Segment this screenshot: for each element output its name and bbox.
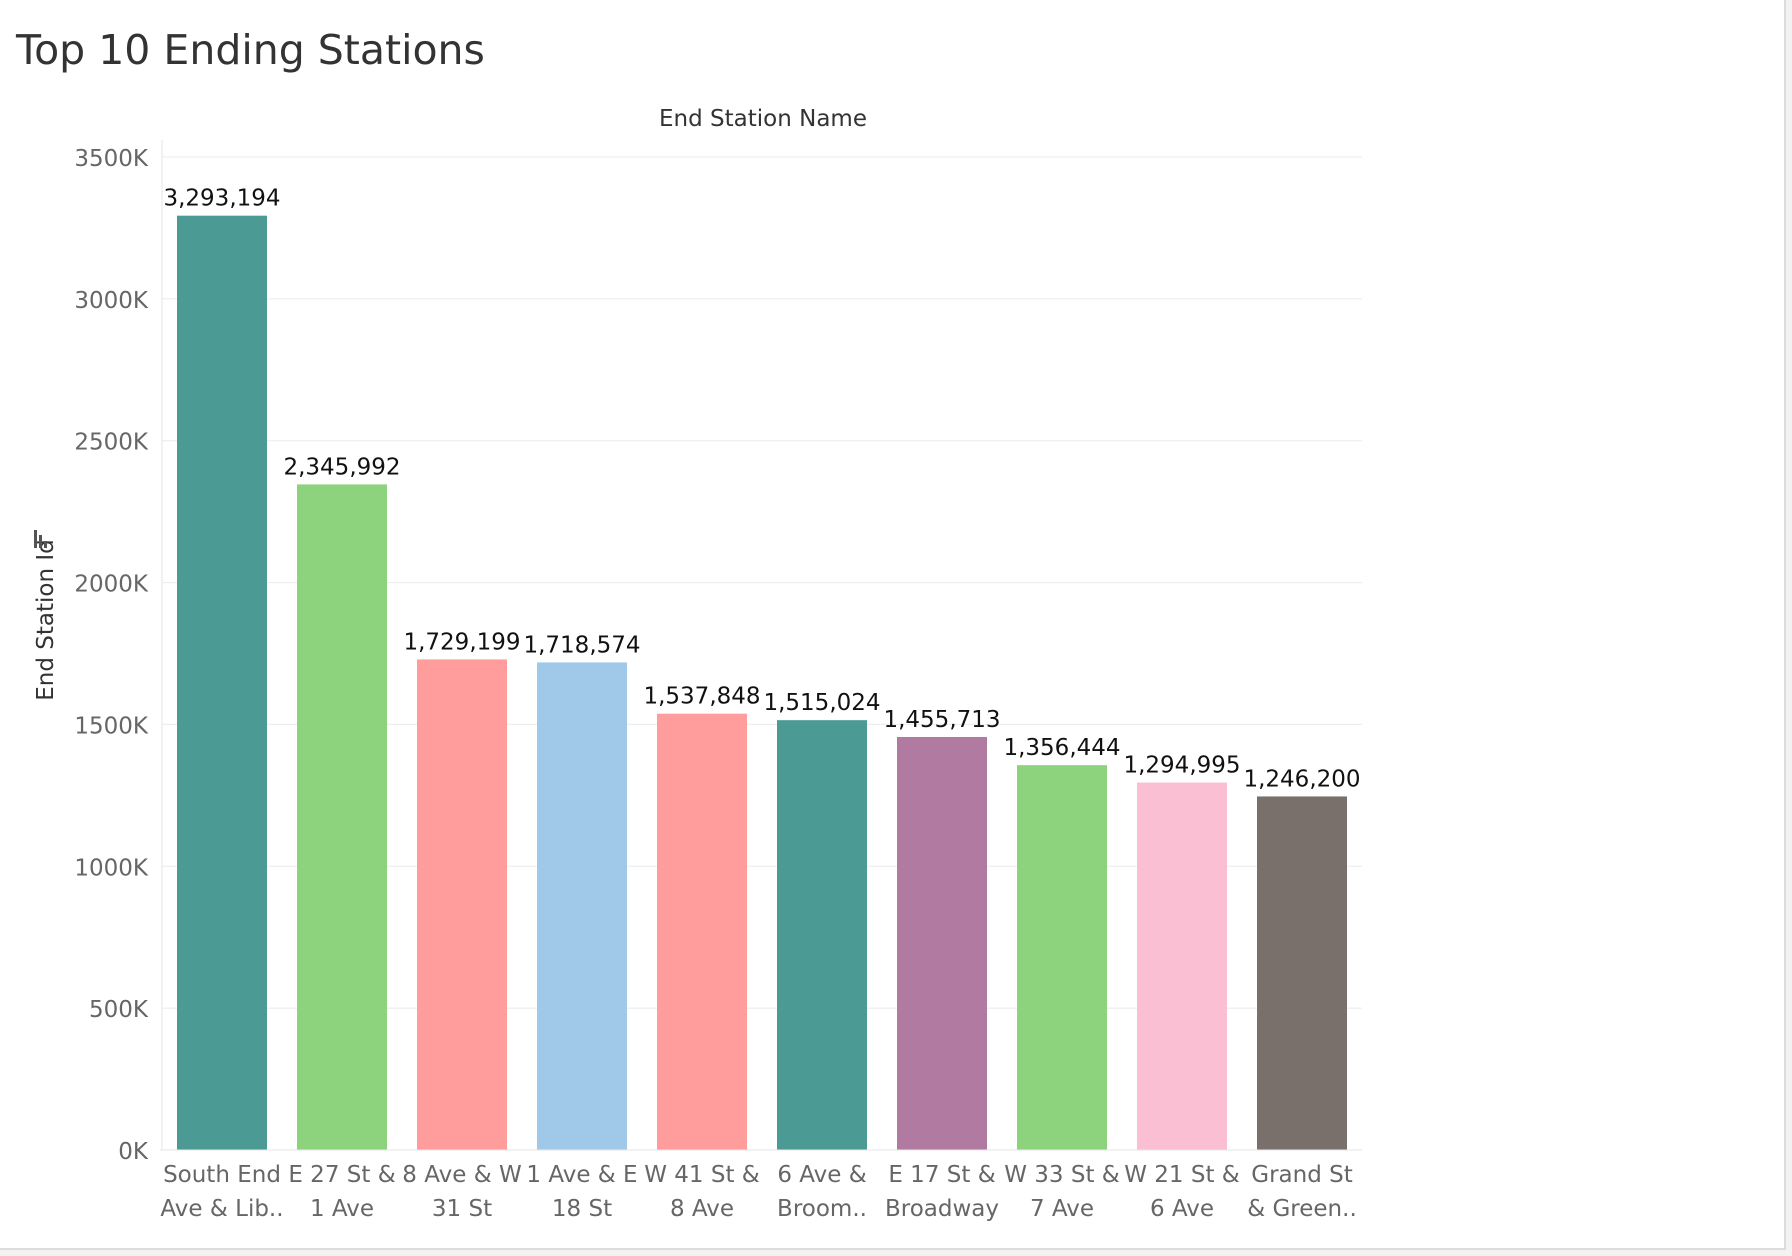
bar[interactable] [177, 215, 267, 1150]
bar-value-label: 1,537,848 [643, 684, 760, 710]
y-tick-label: 2000K [74, 572, 149, 598]
x-tick-label: W 41 St & 8 Ave [644, 1162, 760, 1222]
x-tick-label-line: E 27 St & [288, 1162, 395, 1188]
bar[interactable] [1017, 765, 1107, 1150]
bar[interactable] [777, 720, 867, 1150]
y-tick-label: 2500K [74, 430, 149, 456]
x-tick-label: E 27 St & 1 Ave [288, 1162, 395, 1222]
y-tick-label: 0K [118, 1139, 149, 1165]
bar-value-label: 2,345,992 [283, 454, 400, 480]
bar[interactable] [1137, 782, 1227, 1150]
y-tick-label: 3500K [74, 146, 149, 172]
bars [177, 215, 1347, 1150]
x-tick-label-line: & Green.. [1247, 1196, 1357, 1222]
x-tick-label-line: 31 St [432, 1196, 492, 1222]
x-tick-label-line: W 33 St & [1004, 1162, 1120, 1188]
x-tick-label-line: Grand St [1251, 1162, 1352, 1188]
x-tick-label-line: 18 St [552, 1196, 612, 1222]
bar-value-label: 1,729,199 [403, 629, 520, 655]
x-tick-label-line: 8 Ave [670, 1196, 734, 1222]
x-tick-label: W 21 St & 6 Ave [1124, 1162, 1240, 1222]
x-tick-label-line: 6 Ave & [777, 1162, 866, 1188]
x-tick-label-line: W 41 St & [644, 1162, 760, 1188]
x-tick-label: 8 Ave & W 31 St [402, 1162, 521, 1222]
bar-value-label: 1,294,995 [1123, 753, 1240, 779]
x-tick-label-line: 6 Ave [1150, 1196, 1214, 1222]
bar[interactable] [417, 659, 507, 1150]
y-axis-title: End Station Id [33, 539, 59, 700]
x-tick-label-line: 7 Ave [1030, 1196, 1094, 1222]
x-tick-label-line: Broadway [885, 1196, 999, 1222]
x-axis-title: End Station Name [659, 106, 867, 132]
bar-value-label: 1,455,713 [883, 707, 1000, 733]
bar[interactable] [1257, 796, 1347, 1150]
y-tick-label: 3000K [74, 288, 149, 314]
x-tick-label-line: W 21 St & [1124, 1162, 1240, 1188]
x-tick-label-line: South End [163, 1162, 281, 1188]
y-axis-title-group: End Station Id [33, 539, 59, 700]
value-labels: 3,293,194 2,345,992 1,729,199 1,718,5741,53… [163, 186, 1360, 793]
bar[interactable] [657, 713, 747, 1150]
x-tick-label: South End Ave & Lib.. [160, 1162, 283, 1222]
bar[interactable] [297, 484, 387, 1150]
y-axis-ticks: 0K 500K 1000K 1500K 2000K 2500K 3000K 3500K [74, 146, 149, 1165]
x-tick-label: 6 Ave & Broom.. [777, 1162, 867, 1222]
y-tick-label: 1500K [74, 713, 149, 739]
bar[interactable] [897, 736, 987, 1150]
chart-title: Top 10 Ending Stations [16, 26, 485, 74]
y-tick-label: 500K [89, 997, 149, 1023]
x-tick-label-line: Ave & Lib.. [160, 1196, 283, 1222]
x-tick-label: 1 Ave & E 18 St [526, 1162, 637, 1222]
x-tick-label-line: 1 Ave & E [526, 1162, 637, 1188]
x-axis-ticks: South End Ave & Lib..E 27 St & 1 Ave 8 Ave … [160, 1162, 1356, 1222]
x-tick-label: Grand St & Green.. [1247, 1162, 1357, 1222]
x-tick-label-line: 8 Ave & W [402, 1162, 521, 1188]
bar-value-label: 1,246,200 [1243, 766, 1360, 792]
x-tick-label-line: E 17 St & [888, 1162, 995, 1188]
bar-value-label: 3,293,194 [163, 186, 280, 212]
y-tick-label: 1000K [74, 855, 149, 881]
bar[interactable] [537, 662, 627, 1150]
x-tick-label-line: 1 Ave [310, 1196, 374, 1222]
sort-icon[interactable] [34, 530, 47, 548]
bar-value-label: 1,356,444 [1003, 735, 1120, 761]
bar-value-label: 1,515,024 [763, 690, 880, 716]
bar-value-label: 1,718,574 [523, 632, 640, 658]
x-tick-label: W 33 St & 7 Ave [1004, 1162, 1120, 1222]
x-tick-label: E 17 St & Broadway [885, 1162, 999, 1222]
x-tick-label-line: Broom.. [777, 1196, 867, 1222]
